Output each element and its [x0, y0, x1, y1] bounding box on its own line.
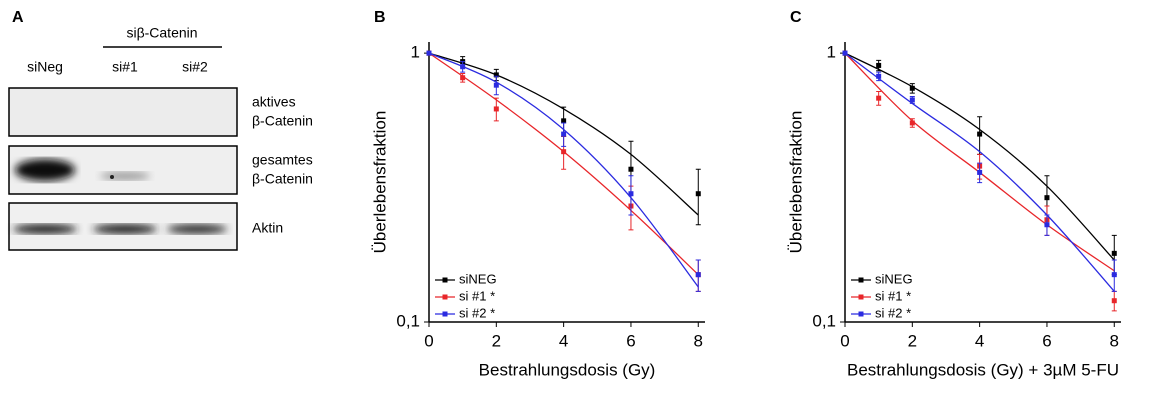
legend-marker — [859, 312, 864, 317]
x-tick-label: 6 — [626, 331, 635, 350]
x-axis-label: Bestrahlungsdosis (Gy) + 3µM 5-FU — [847, 360, 1119, 379]
data-point — [1112, 298, 1117, 303]
western-blot: A siβ-Catenin siNeg si#1 si#2 aktives β-… — [9, 9, 313, 250]
data-point — [876, 74, 881, 79]
band — [15, 159, 75, 181]
row-label: aktives — [252, 94, 296, 110]
x-axis-label: Bestrahlungsdosis (Gy) — [479, 360, 656, 379]
panel-label: B — [374, 9, 386, 26]
row-label: β-Catenin — [252, 171, 313, 187]
x-tick-label: 8 — [1110, 331, 1119, 350]
row-label: β-Catenin — [252, 113, 313, 129]
data-point — [696, 272, 701, 277]
legend-label: si #2 * — [875, 305, 911, 320]
x-tick-label: 2 — [492, 331, 501, 350]
x-tick-label: 4 — [559, 331, 568, 350]
row-label: gesamtes — [252, 152, 313, 168]
error-bar — [696, 169, 701, 225]
lane-label: si#2 — [182, 59, 208, 75]
data-point — [910, 97, 915, 102]
band — [110, 175, 114, 179]
legend-marker — [443, 312, 448, 317]
legend-label: si #2 * — [459, 305, 495, 320]
data-point — [876, 63, 881, 68]
data-point — [1112, 272, 1117, 277]
lane-label: si#1 — [112, 59, 138, 75]
y-axis-label: Überlebensfraktion — [786, 111, 805, 254]
data-point — [494, 106, 499, 111]
data-point — [843, 51, 848, 56]
y-tick-label: 0,1 — [812, 311, 836, 330]
legend-marker — [859, 278, 864, 283]
data-point — [1044, 195, 1049, 200]
data-point — [494, 83, 499, 88]
band — [100, 172, 150, 180]
figure: A siβ-Catenin siNeg si#1 si#2 aktives β-… — [0, 0, 1154, 390]
data-point — [460, 64, 465, 69]
data-point — [427, 51, 432, 56]
x-tick-label: 0 — [424, 331, 433, 350]
x-tick-label: 8 — [694, 331, 703, 350]
blot-box — [9, 88, 237, 136]
data-point — [977, 132, 982, 137]
legend-label: siNEG — [875, 271, 913, 286]
data-point — [910, 120, 915, 125]
chart: B 0,1 1 0 2 4 6 8 Bestrahlungsdosis (Gy) Überlebe… — [370, 9, 705, 379]
group-label: siβ-Catenin — [126, 25, 197, 41]
y-tick-label: 1 — [411, 43, 420, 62]
x-tick-label: 6 — [1042, 331, 1051, 350]
row-label: Aktin — [252, 220, 283, 236]
y-axis-label: Überlebensfraktion — [370, 111, 389, 254]
data-point — [1044, 222, 1049, 227]
band — [93, 224, 157, 234]
data-point — [561, 132, 566, 137]
y-tick-label: 1 — [827, 43, 836, 62]
data-point — [1112, 251, 1117, 256]
data-point — [561, 149, 566, 154]
legend-label: si #1 * — [459, 288, 495, 303]
data-point — [628, 191, 633, 196]
panel-label: A — [12, 9, 24, 26]
chart: C 0,1 1 0 2 4 6 8 Bestrahlungsdosis (Gy) + 3µM 5… — [786, 9, 1121, 379]
x-tick-label: 0 — [840, 331, 849, 350]
fit-curve — [429, 53, 698, 287]
band — [167, 224, 227, 234]
x-tick-label: 4 — [975, 331, 984, 350]
data-point — [876, 96, 881, 101]
legend-marker — [443, 295, 448, 300]
y-tick-label: 0,1 — [396, 311, 420, 330]
legend-label: si #1 * — [875, 288, 911, 303]
band — [13, 224, 77, 234]
data-point — [696, 191, 701, 196]
data-point — [910, 86, 915, 91]
data-point — [460, 75, 465, 80]
lane-label: siNeg — [27, 59, 63, 75]
panel-label: C — [790, 9, 802, 26]
data-point — [628, 167, 633, 172]
legend-marker — [443, 278, 448, 283]
legend-marker — [859, 295, 864, 300]
legend-label: siNEG — [459, 271, 497, 286]
x-tick-label: 2 — [908, 331, 917, 350]
data-point — [977, 170, 982, 175]
